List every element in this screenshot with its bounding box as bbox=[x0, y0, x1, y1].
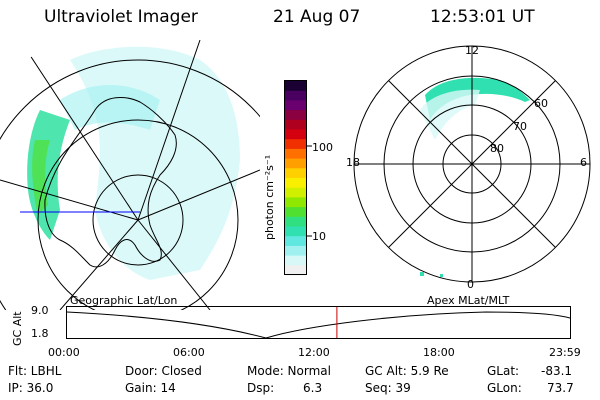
glat-label: GLat: bbox=[487, 364, 520, 378]
y-tick-1-8: 1.8 bbox=[31, 327, 49, 340]
mlt-label-6: 6 bbox=[580, 156, 587, 169]
colorbar-band bbox=[285, 90, 306, 101]
colorbar-band bbox=[285, 129, 306, 140]
colorbar-tick-100: 100 bbox=[312, 141, 333, 154]
mode-info: Mode: Normal bbox=[247, 364, 331, 378]
polar-mlt-plot bbox=[353, 45, 591, 283]
aurora-emission-polar bbox=[420, 77, 530, 277]
colorbar-band bbox=[285, 207, 306, 218]
lat-circle-mid bbox=[37, 119, 239, 310]
glon-label: GLon: bbox=[487, 381, 522, 395]
colorbar-band bbox=[285, 148, 306, 160]
door-info: Door: Closed bbox=[125, 364, 202, 378]
colorbar-band bbox=[285, 110, 306, 121]
glat-value: -83.1 bbox=[541, 364, 573, 378]
mlt-label-0: 0 bbox=[467, 278, 474, 291]
colorbar bbox=[284, 80, 312, 276]
colorbar-band bbox=[285, 236, 306, 247]
gc-alt-info: GC Alt: 5.9 Re bbox=[365, 364, 449, 378]
x-tick-2359: 23:59 bbox=[549, 346, 581, 359]
x-tick-1800: 18:00 bbox=[423, 346, 455, 359]
time-label: 12:53:01 UT bbox=[430, 7, 535, 27]
geographic-map bbox=[0, 40, 260, 310]
altitude-curve bbox=[66, 311, 571, 339]
coastline bbox=[44, 97, 177, 268]
dsp-value: 6.3 bbox=[303, 381, 323, 395]
colorbar-band bbox=[285, 119, 306, 130]
dsp-label: Dsp: bbox=[247, 381, 275, 395]
mlt-label-12: 12 bbox=[465, 44, 479, 57]
mlt-label-18: 18 bbox=[346, 156, 360, 169]
instrument-title: Ultraviolet Imager bbox=[44, 7, 198, 27]
colorbar-band bbox=[285, 100, 306, 111]
colorbar-band bbox=[285, 255, 306, 266]
colorbar-tick-10: 10 bbox=[312, 230, 326, 243]
altitude-timeline bbox=[66, 306, 571, 339]
colorbar-frame bbox=[284, 80, 307, 275]
colorbar-band bbox=[285, 187, 306, 198]
aurora-emission-geo bbox=[27, 46, 240, 281]
lat-label-70: 70 bbox=[513, 120, 527, 133]
colorbar-band bbox=[285, 226, 306, 237]
colorbar-band bbox=[285, 139, 306, 150]
x-tick-0600: 06:00 bbox=[173, 346, 205, 359]
colorbar-units-label: photon cm⁻²s⁻¹ bbox=[263, 154, 276, 240]
y-tick-9: 9.0 bbox=[31, 304, 49, 317]
ip-info: IP: 36.0 bbox=[8, 381, 54, 395]
apex-label: Apex MLat/MLT bbox=[427, 294, 510, 307]
x-tick-0000: 00:00 bbox=[48, 346, 80, 359]
x-tick-1200: 12:00 bbox=[298, 346, 330, 359]
colorbar-band bbox=[285, 168, 306, 179]
lat-label-80: 80 bbox=[490, 142, 504, 155]
glon-value: 73.7 bbox=[547, 381, 574, 395]
seq-info: Seq: 39 bbox=[365, 381, 411, 395]
colorbar-band bbox=[285, 265, 306, 276]
colorbar-band bbox=[285, 197, 306, 208]
date-label: 21 Aug 07 bbox=[273, 7, 361, 27]
lat-circle-outer bbox=[0, 59, 260, 310]
colorbar-band bbox=[285, 158, 306, 169]
colorbar-band bbox=[285, 245, 306, 257]
colorbar-band bbox=[285, 216, 306, 227]
lat-circle-inner bbox=[92, 174, 184, 266]
gc-alt-axis-label: GC Alt bbox=[11, 311, 24, 346]
timeline-frame bbox=[66, 306, 571, 339]
geographic-label: Geographic Lat/Lon bbox=[70, 294, 178, 307]
filter-info: Flt: LBHL bbox=[8, 364, 62, 378]
lat-label-60: 60 bbox=[534, 97, 548, 110]
gain-info: Gain: 14 bbox=[125, 381, 176, 395]
colorbar-band bbox=[285, 178, 306, 189]
colorbar-band bbox=[285, 81, 306, 92]
